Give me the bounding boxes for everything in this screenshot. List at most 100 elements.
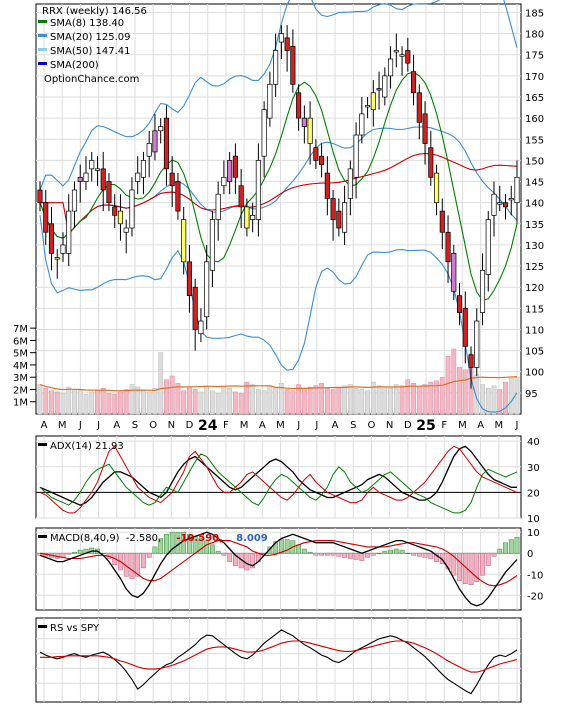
price-legend: RRX (weekly) 146.56 SMA(8) 138.40 SMA(20…	[38, 6, 147, 85]
candle-body	[250, 214, 256, 220]
macd-histogram-bar	[66, 552, 72, 555]
volume-bar	[244, 381, 250, 415]
volume-bar	[158, 352, 164, 415]
volume-bar	[336, 386, 342, 415]
volume-bar	[508, 378, 514, 415]
candle-body	[117, 210, 124, 225]
candle-body	[307, 117, 313, 144]
watermark: OptionChance.com	[44, 74, 139, 85]
legend-sma50: SMA(50) 147.41	[50, 46, 131, 57]
candle-body	[382, 75, 388, 98]
candle-body	[514, 176, 520, 204]
candle-body	[342, 202, 348, 233]
volume-bar	[210, 390, 215, 415]
rs-label: RS vs SPY	[50, 623, 100, 634]
candle-body	[439, 210, 445, 233]
candle-body	[48, 223, 55, 254]
macd-histogram-bar	[319, 552, 325, 556]
candle-body	[135, 172, 141, 182]
macd-histogram-bar	[72, 551, 77, 554]
adx-label: ADX(14) 21.93	[50, 441, 124, 452]
volume-bar	[232, 391, 238, 415]
macd-histogram-bar	[273, 541, 279, 554]
volume-tick-label: 2M	[13, 385, 28, 396]
x-axis-month-label: M	[240, 420, 249, 431]
macd-histogram-bar	[187, 534, 192, 554]
volume-bar	[278, 383, 284, 415]
legend-sma200: SMA(200)	[50, 60, 99, 71]
x-axis-year-label: 25	[416, 418, 435, 434]
x-axis-month-label: J	[78, 420, 82, 431]
candle-body	[451, 253, 457, 292]
price-tick-label: 115	[525, 304, 544, 315]
macd-histogram-bar	[451, 552, 457, 576]
volume-bar	[284, 389, 290, 415]
sma8-line	[39, 71, 518, 302]
volume-bar	[215, 392, 221, 415]
macd-line	[39, 531, 518, 607]
macd-histogram-bar	[227, 552, 233, 562]
macd-histogram-bar	[158, 538, 164, 554]
x-axis-month-label: S	[132, 420, 138, 431]
volume-bar	[491, 385, 497, 415]
macd-histogram-bar	[169, 531, 175, 554]
volume-bar	[445, 356, 451, 415]
adx-tick-label: 30	[527, 463, 540, 474]
macd-histogram-bar	[428, 552, 434, 559]
rs-panel-frame	[35, 617, 522, 703]
volume-bar	[72, 389, 77, 415]
candle-body	[393, 50, 399, 53]
macd-histogram-bar	[267, 546, 273, 554]
volume-bar	[175, 383, 181, 415]
macd-histogram-bar	[485, 552, 491, 567]
macd-tick-label: 10	[527, 528, 540, 539]
candle-body	[267, 83, 273, 119]
macd-histogram-bar	[370, 552, 376, 556]
volume-bar	[135, 386, 141, 415]
macd-histogram-bar	[129, 552, 135, 579]
macd-histogram-bar	[405, 552, 411, 554]
macd-histogram-bar	[284, 539, 290, 554]
macd-histogram-bar	[503, 542, 508, 554]
candle-body	[474, 320, 480, 368]
macd-histogram-bar	[497, 548, 503, 554]
legend-sma20: SMA(20) 125.09	[50, 32, 131, 43]
volume-bar	[83, 394, 89, 415]
volume-bar	[353, 387, 359, 415]
candle-body	[445, 231, 451, 263]
adx-series-line	[39, 453, 518, 514]
volume-tick-label: 4M	[13, 361, 28, 372]
legend-swatch-sma50	[38, 48, 47, 51]
candle-body	[479, 269, 486, 313]
macd-label-prefix: MACD(8,40,9)	[50, 533, 120, 544]
price-tick-label: 105	[525, 347, 544, 358]
candle-body	[192, 286, 198, 330]
macd-histogram-bar	[480, 552, 485, 576]
macd-histogram-bar	[491, 552, 497, 557]
candle-body	[60, 244, 66, 254]
macd-tick-label: -10	[527, 570, 543, 581]
macd-tick-label: 0	[527, 549, 533, 560]
x-axis-month-label: N	[168, 420, 175, 431]
volume-bar	[347, 384, 353, 415]
candle-body	[89, 160, 95, 170]
volume-bar	[342, 385, 347, 415]
volume-bar	[192, 389, 198, 415]
volume-bar	[267, 385, 273, 415]
volume-bar	[324, 387, 330, 415]
rs-series-line	[40, 640, 518, 673]
candle-body	[313, 147, 319, 161]
price-tick-label: 155	[525, 135, 544, 146]
x-axis-month-label: O	[368, 420, 376, 431]
volume-bar	[146, 391, 152, 415]
candle-body	[330, 198, 336, 220]
volume-bar	[66, 386, 72, 415]
candle-body	[399, 54, 405, 57]
candle-body	[388, 58, 394, 77]
volume-bar	[457, 367, 462, 415]
volume-tick-label: 5M	[13, 349, 28, 360]
macd-histogram-bar	[416, 552, 422, 557]
candle-body	[468, 354, 474, 368]
volume-bar	[37, 384, 43, 415]
x-axis-month-label: F	[223, 420, 229, 431]
